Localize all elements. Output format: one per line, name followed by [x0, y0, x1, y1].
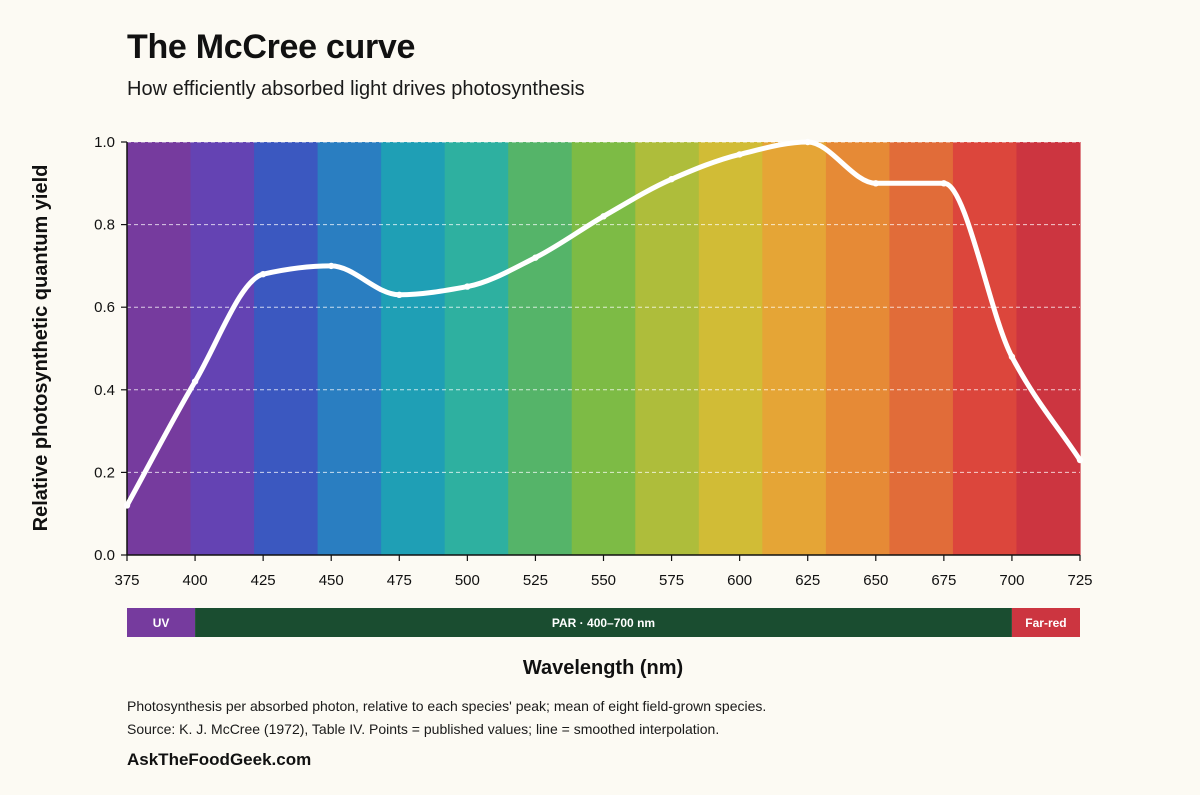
x-axis-title: Wavelength (nm)	[523, 657, 683, 679]
spectral-bands-bar: UV PAR · 400–700 nm Far-red	[127, 608, 1080, 637]
x-tick-label: 500	[455, 572, 480, 589]
x-tick-label: 525	[523, 572, 548, 589]
x-tick-label: 400	[183, 572, 208, 589]
data-point	[600, 213, 607, 220]
x-tick-label: 700	[999, 572, 1024, 589]
x-tick-label: 550	[591, 572, 616, 589]
x-tick-label: 475	[387, 572, 412, 589]
spectrum-background	[127, 142, 1081, 555]
brand-label: AskTheFoodGeek.com	[127, 750, 312, 769]
band-segment	[127, 608, 196, 637]
y-tick-label: 0.6	[94, 299, 115, 316]
data-point	[1076, 456, 1084, 464]
y-tick-label: 0.2	[94, 464, 115, 481]
spectrum-band	[444, 142, 509, 555]
spectrum-band	[508, 142, 573, 555]
data-point	[872, 180, 879, 187]
data-point	[259, 270, 267, 278]
data-point	[1008, 353, 1016, 360]
data-point	[736, 151, 743, 158]
band-segment	[195, 608, 1012, 637]
y-tick-label: 1.0	[94, 134, 115, 151]
data-point	[328, 262, 335, 270]
y-tick-label: 0.8	[94, 217, 115, 234]
caption-line-2: Source: K. J. McCree (1972), Table IV. P…	[127, 721, 720, 737]
spectrum-band	[762, 142, 827, 555]
spectrum-band	[254, 142, 319, 555]
spectrum-band	[127, 142, 192, 555]
y-axis-title: Relative photosynthetic quantum yield	[30, 165, 52, 532]
data-point	[123, 502, 131, 509]
data-point	[668, 175, 675, 183]
x-tick-label: 425	[251, 572, 276, 589]
spectrum-band	[1016, 142, 1081, 555]
gridlines	[127, 141, 1080, 473]
band-segment	[1011, 608, 1080, 637]
data-point	[191, 378, 199, 385]
y-tick-label: 0.0	[94, 547, 115, 564]
x-tick-label: 650	[863, 572, 888, 589]
data-point	[464, 283, 471, 290]
spectrum-band	[889, 142, 954, 555]
spectrum-band	[698, 142, 763, 555]
x-tick-label: 600	[727, 572, 752, 589]
x-tick-label: 450	[319, 572, 344, 589]
x-tick-label: 575	[659, 572, 684, 589]
spectrum-band	[825, 142, 890, 555]
x-tick-label: 675	[931, 572, 956, 589]
data-point	[940, 180, 948, 187]
x-tick-label: 375	[114, 572, 139, 589]
data-point	[396, 291, 403, 299]
mccree-chart: 0.0 0.2 0.4 0.6 0.8 1.0 375 400 425 450 475 500 525…	[30, 134, 1093, 679]
data-points	[123, 138, 1084, 509]
caption-line-1: Photosynthesis per absorbed photon, rela…	[127, 698, 767, 714]
data-point	[804, 138, 811, 146]
y-ticks: 0.0 0.2 0.4 0.6 0.8 1.0	[94, 134, 127, 564]
spectrum-band	[381, 142, 446, 555]
spectrum-band	[635, 142, 700, 555]
x-tick-label: 725	[1067, 572, 1092, 589]
chart-subtitle: How efficiently absorbed light drives ph…	[127, 78, 585, 100]
band-label: UV	[153, 616, 170, 630]
x-ticks: 375 400 425 450 475 500 525 550 575 600 625 650 675 7…	[114, 555, 1093, 589]
x-tick-label: 625	[795, 572, 820, 589]
chart-title: The McCree curve	[127, 28, 416, 66]
data-point	[532, 254, 539, 261]
spectrum-band	[317, 142, 382, 555]
band-label: PAR · 400–700 nm	[552, 616, 655, 630]
spectrum-band	[571, 142, 636, 555]
band-label: Far-red	[1025, 616, 1066, 630]
y-tick-label: 0.4	[94, 382, 115, 399]
spectrum-band	[190, 142, 255, 555]
